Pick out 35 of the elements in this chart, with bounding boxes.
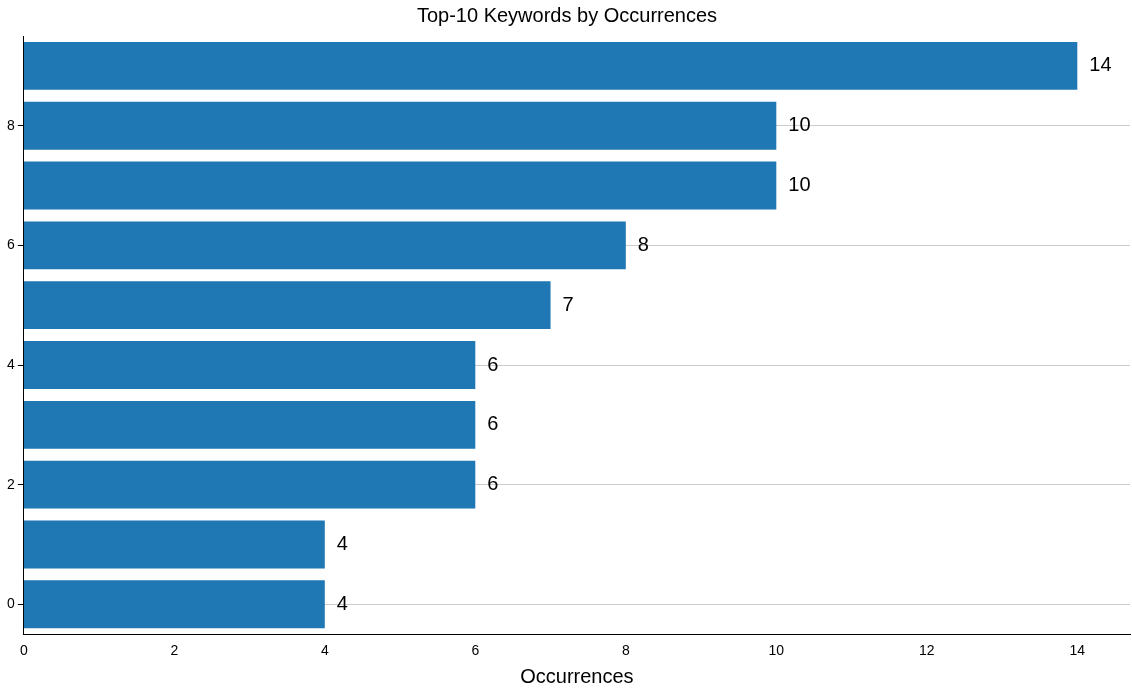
data-label: 4 [336,531,348,554]
data-label: 7 [562,292,574,315]
data-label: 4 [336,591,348,614]
bar [23,580,325,629]
data-label: 6 [487,352,499,375]
x-tick-label: 4 [320,642,329,659]
bar [23,281,551,330]
data-label: 10 [788,113,811,136]
bar [23,400,476,449]
y-tick-label: 4 [6,355,15,372]
x-tick-label: 2 [170,642,179,659]
x-tick-label: 6 [471,642,480,659]
x-tick-label: 12 [919,642,935,659]
x-tick-label: 10 [768,642,785,659]
y-tick-label: 6 [6,236,15,253]
y-tick-label: 2 [6,475,15,492]
x-tick-label: 8 [621,642,630,659]
data-label: 8 [637,232,649,255]
chart-title: Top-10 Keywords by Occurrences [416,3,718,26]
bar [23,221,626,270]
data-label: 10 [788,173,811,196]
bar [23,161,777,210]
data-label: 14 [1089,53,1112,76]
y-tick-label: 0 [6,595,15,612]
bar [23,460,476,509]
x-tick-label: 14 [1069,642,1086,659]
data-label: 6 [487,412,499,435]
bar [23,101,777,150]
x-tick-label: 0 [19,642,28,659]
y-tick-label: 8 [6,116,15,133]
x-axis-title: Occurrences [520,664,634,687]
data-label: 6 [487,472,499,495]
bar [23,341,476,389]
bar [23,520,325,569]
bar [23,41,1078,90]
